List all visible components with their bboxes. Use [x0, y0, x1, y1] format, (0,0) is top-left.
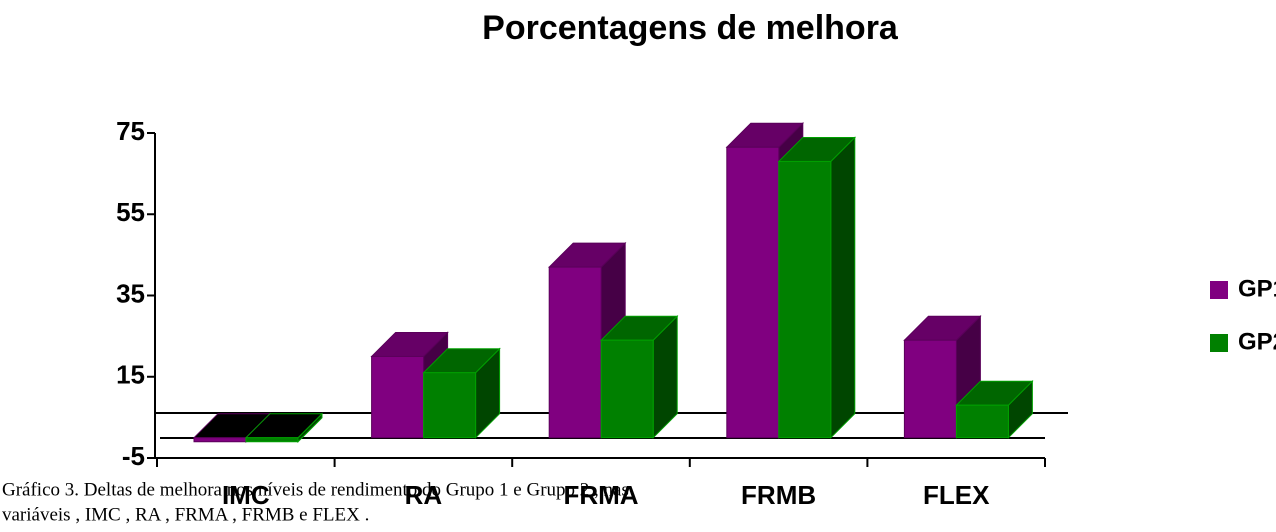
y-tick-label: 55	[116, 197, 145, 227]
bar	[777, 136, 857, 439]
bar-front	[423, 372, 477, 439]
x-tick-label: FRMA	[563, 480, 638, 510]
bar-side	[830, 136, 856, 439]
legend-label: GP2	[1238, 328, 1276, 355]
legend-swatch	[1210, 334, 1228, 352]
caption: Gráfico 3. Deltas de melhora nos níveis …	[2, 479, 629, 500]
bar-front	[193, 437, 247, 443]
caption: variáveis , IMC , RA , FRMA , FRMB e FLE…	[2, 504, 369, 525]
x-tick-label: IMC	[222, 480, 270, 510]
bar-front	[245, 437, 299, 443]
bar-front	[548, 266, 602, 439]
y-tick-label: 35	[116, 278, 145, 308]
bar	[422, 347, 501, 439]
y-tick-label: -5	[122, 441, 145, 471]
x-tick-label: FRMB	[741, 480, 816, 510]
bar-front	[600, 339, 654, 439]
bar-front	[903, 339, 957, 439]
y-tick-label: 15	[116, 360, 145, 390]
x-tick-label: RA	[405, 480, 443, 510]
bar-front	[371, 355, 425, 439]
bar-front	[778, 160, 832, 439]
chart-title: Porcentagens de melhora	[482, 9, 899, 47]
bar-front	[726, 146, 780, 439]
bar	[244, 412, 324, 443]
x-tick-label: FLEX	[923, 480, 990, 510]
bar	[955, 379, 1034, 439]
bar-front	[955, 404, 1009, 439]
legend-label: GP1	[1238, 275, 1276, 302]
bar	[599, 314, 679, 439]
y-tick-label: 75	[116, 116, 145, 146]
legend-swatch	[1210, 281, 1228, 299]
